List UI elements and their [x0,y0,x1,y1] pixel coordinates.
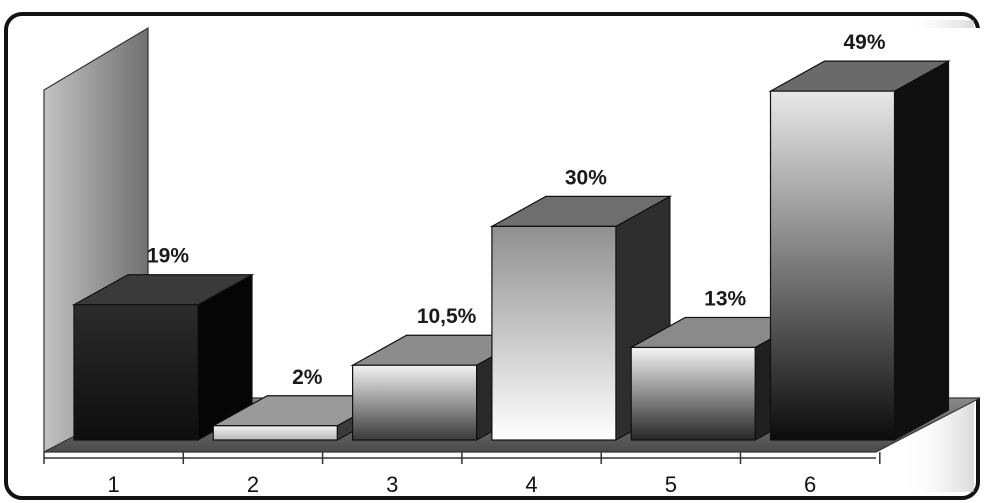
data-label: 30% [565,166,607,189]
x-tick-label: 3 [386,472,398,497]
bar-face [352,364,478,441]
data-label: 2% [292,366,323,389]
x-axis-ticks: 1 2 3 4 5 6 [43,452,881,497]
bar-side [893,60,950,442]
x-tick-label: 4 [525,472,537,497]
data-label: 49% [843,31,885,54]
bar-face [212,425,338,441]
x-tick-label: 2 [247,472,259,497]
bar-face [769,90,896,441]
bar-face [491,225,617,441]
x-tick-label: 1 [108,472,120,497]
x-tick-label: 5 [665,472,677,497]
x-tick-label: 6 [804,472,816,497]
data-label: 19% [147,245,189,268]
bar-face [630,346,756,441]
data-labels-group: 19% 2% 10,5% 30% 13% 49% [147,31,886,389]
data-label: 10,5% [417,305,477,328]
bars-group [71,60,951,442]
bar-1 [71,273,255,442]
bar-6 [768,60,951,442]
bar-face [73,304,199,441]
data-label: 13% [704,287,746,310]
